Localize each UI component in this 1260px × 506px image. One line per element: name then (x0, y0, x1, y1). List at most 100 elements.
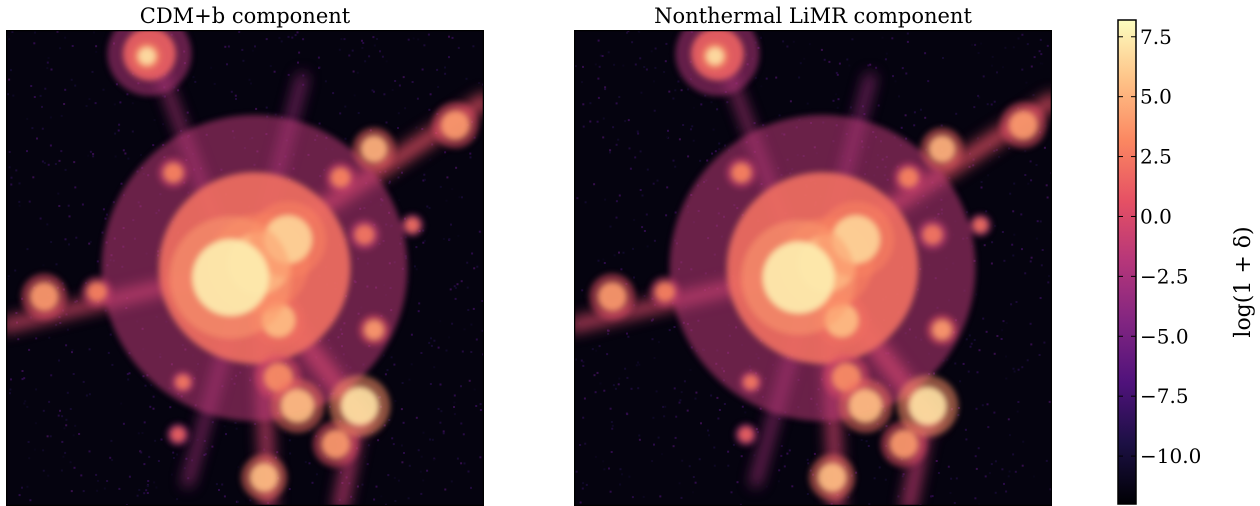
noise-speck (439, 421, 442, 424)
noise-speck (792, 40, 795, 43)
noise-speck (582, 361, 585, 364)
noise-speck (971, 43, 973, 46)
noise-speck (460, 462, 463, 465)
noise-speck (127, 378, 130, 381)
noise-speck (1039, 220, 1042, 223)
noise-speck (683, 380, 686, 383)
noise-speck (288, 488, 291, 491)
noise-speck (976, 371, 979, 374)
noise-speck (996, 335, 999, 337)
colorbar-tick-label: −7.5 (1140, 384, 1189, 408)
noise-speck (597, 77, 600, 80)
halo-core (706, 47, 724, 65)
noise-speck (995, 148, 998, 151)
noise-speck (150, 384, 153, 387)
noise-speck (453, 406, 455, 408)
noise-speck (579, 501, 582, 504)
noise-speck (1014, 470, 1017, 473)
noise-speck (415, 126, 418, 129)
noise-speck (903, 487, 906, 490)
noise-speck (397, 479, 400, 482)
noise-speck (126, 373, 129, 376)
noise-speck (448, 35, 450, 38)
noise-speck (1015, 301, 1018, 303)
noise-speck (64, 168, 67, 171)
noise-speck (710, 394, 713, 397)
noise-speck (404, 107, 407, 110)
noise-speck (598, 65, 601, 68)
noise-speck (1040, 264, 1043, 267)
halo-core (922, 225, 943, 245)
noise-speck (66, 328, 69, 331)
noise-speck (15, 169, 18, 172)
noise-speck (142, 375, 145, 378)
noise-speck (60, 469, 63, 472)
noise-speck (415, 268, 418, 271)
noise-speck (35, 337, 38, 340)
noise-speck (624, 367, 627, 370)
noise-speck (411, 81, 414, 83)
noise-speck (74, 84, 77, 87)
noise-speck (397, 112, 400, 115)
noise-speck (985, 210, 988, 213)
noise-speck (427, 33, 430, 36)
noise-speck (242, 59, 245, 62)
density-map-cdm (6, 30, 484, 506)
noise-speck (55, 263, 58, 266)
noise-speck (478, 82, 481, 84)
noise-speck (615, 102, 618, 105)
noise-speck (1032, 94, 1035, 96)
noise-speck (479, 456, 482, 459)
noise-speck (732, 443, 735, 446)
noise-speck (579, 444, 582, 446)
halo-core (87, 282, 107, 302)
noise-speck (44, 87, 47, 90)
noise-speck (710, 101, 713, 104)
noise-speck (1030, 343, 1033, 346)
noise-speck (96, 489, 99, 492)
noise-speck (1012, 367, 1015, 370)
noise-speck (91, 70, 94, 73)
noise-speck (420, 352, 423, 354)
noise-speck (68, 243, 70, 246)
noise-speck (1024, 174, 1027, 176)
noise-speck (983, 244, 986, 247)
noise-speck (111, 363, 114, 366)
noise-speck (56, 30, 59, 33)
noise-speck (42, 264, 45, 267)
noise-speck (604, 198, 607, 201)
noise-speck (211, 445, 214, 448)
noise-speck (402, 76, 405, 79)
noise-speck (713, 464, 716, 467)
noise-speck (799, 62, 802, 65)
noise-speck (953, 502, 956, 504)
noise-speck (626, 31, 628, 34)
noise-speck (394, 80, 397, 82)
noise-speck (87, 154, 90, 157)
noise-speck (791, 485, 794, 488)
noise-speck (700, 422, 702, 425)
noise-speck (789, 100, 792, 103)
noise-speck (980, 42, 983, 45)
noise-speck (955, 112, 958, 115)
noise-speck (177, 89, 180, 92)
noise-speck (211, 421, 214, 424)
noise-speck (632, 247, 634, 250)
noise-speck (63, 103, 66, 105)
noise-speck (28, 457, 31, 460)
noise-speck (379, 50, 381, 53)
noise-speck (140, 451, 143, 454)
noise-speck (23, 402, 26, 405)
noise-speck (185, 119, 187, 122)
noise-speck (803, 57, 806, 60)
noise-speck (694, 481, 697, 484)
noise-speck (1005, 322, 1008, 324)
noise-speck (454, 286, 457, 289)
noise-speck (120, 182, 123, 185)
noise-speck (460, 385, 462, 388)
noise-speck (608, 467, 610, 470)
noise-speck (1033, 475, 1035, 478)
noise-speck (393, 476, 396, 479)
noise-speck (1013, 370, 1016, 373)
noise-speck (30, 85, 33, 87)
